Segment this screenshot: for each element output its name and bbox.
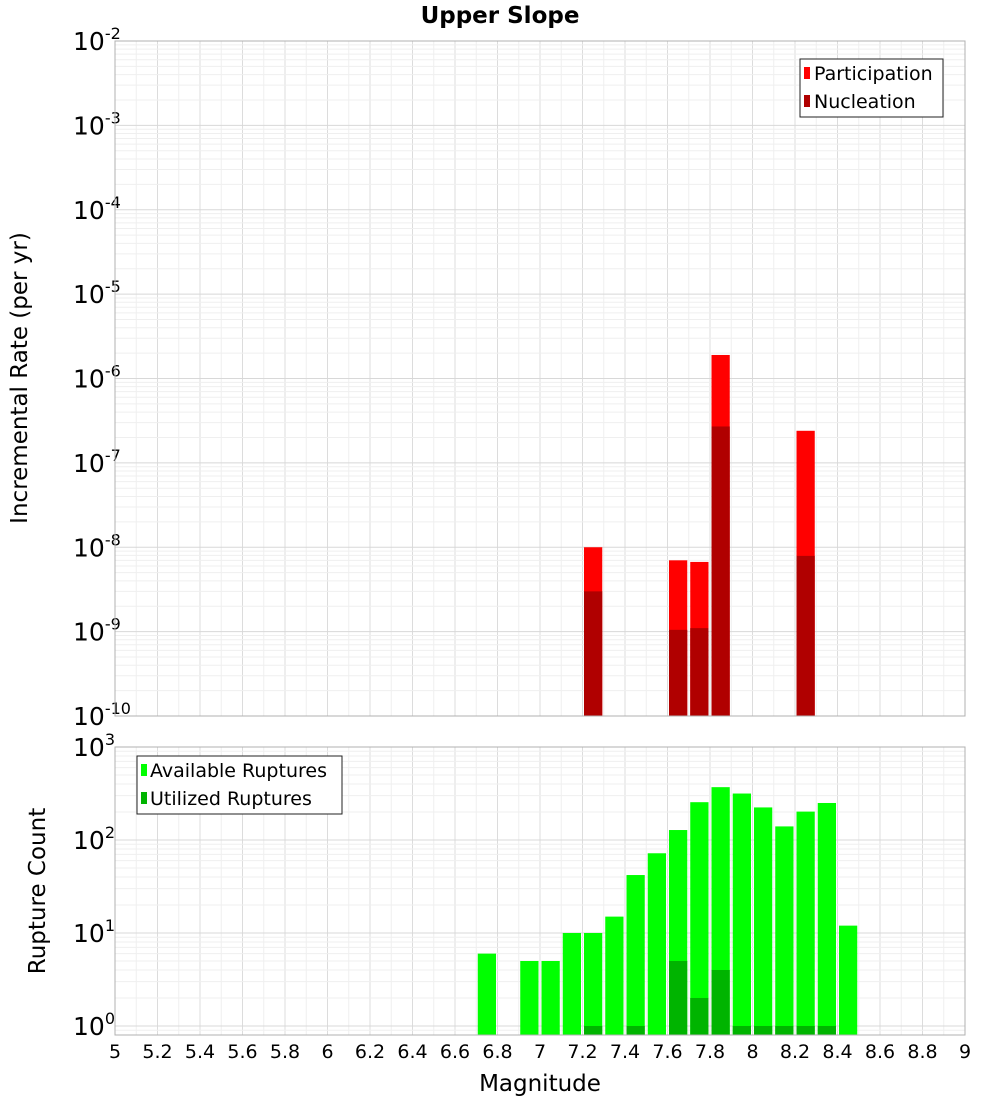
x-tick-label: 7.2	[567, 1041, 597, 1063]
x-tick-label: 6.6	[440, 1041, 470, 1063]
bar-utilized-ruptures	[732, 1025, 751, 1035]
bar-utilized-ruptures	[690, 997, 709, 1035]
top-y-tick-labels: 10-10 10-9 10-8 10-7 10-6 10-5 10-4 10-3 10-2	[73, 24, 131, 731]
bottom-legend-box	[136, 755, 343, 815]
bar-available-ruptures	[732, 793, 751, 1035]
bar-utilized-ruptures	[584, 1025, 603, 1035]
bar-available-ruptures	[796, 811, 815, 1035]
top-plot-border	[114, 40, 966, 717]
bar-available-ruptures	[605, 916, 624, 1035]
legend-swatch-available	[141, 764, 147, 776]
x-tick-label: 7.8	[695, 1041, 725, 1063]
bar-utilized-ruptures	[626, 1025, 645, 1035]
y-tick-label: 10-9	[73, 615, 121, 647]
legend-swatch-nucleation	[804, 95, 810, 107]
bottom-plot-border	[114, 746, 966, 1036]
bar-available-ruptures	[584, 932, 603, 1035]
y-tick-label: 10-2	[73, 24, 121, 56]
legend-swatch-utilized	[141, 792, 147, 804]
y-tick-label: 102	[73, 823, 115, 855]
y-tick-label: 10-10	[73, 699, 131, 731]
bottom-y-axis-label: Rupture Count	[25, 808, 51, 974]
legend-label-available: Available Ruptures	[150, 760, 327, 782]
bar-available-ruptures	[541, 960, 560, 1035]
bar-available-ruptures	[754, 807, 773, 1035]
y-tick-label: 10-8	[73, 530, 121, 562]
x-tick-label: 5.2	[142, 1041, 172, 1063]
top-legend: Participation Nucleation	[799, 58, 944, 118]
x-tick-label: 6	[321, 1041, 333, 1063]
top-grid	[114, 40, 966, 717]
bar-available-ruptures	[690, 802, 709, 1035]
bar-utilized-ruptures	[711, 969, 730, 1035]
bar-available-ruptures	[477, 953, 496, 1035]
bar-utilized-ruptures	[754, 1025, 773, 1035]
bar-available-ruptures	[562, 932, 581, 1035]
x-tick-label: 8.6	[865, 1041, 895, 1063]
x-tick-label: 6.2	[355, 1041, 385, 1063]
y-tick-label: 10-6	[73, 362, 121, 394]
y-tick-label: 101	[73, 916, 115, 948]
bar-nucleation	[796, 555, 815, 716]
bar-available-ruptures	[647, 853, 666, 1035]
bar-available-ruptures	[775, 826, 794, 1035]
bar-available-ruptures	[817, 802, 836, 1035]
x-tick-label: 8.2	[780, 1041, 810, 1063]
x-tick-label: 5.6	[227, 1041, 257, 1063]
x-tick-label: 8.4	[822, 1041, 852, 1063]
bottom-legend: Available Ruptures Utilized Ruptures	[136, 755, 343, 815]
top-panel: 10-10 10-9 10-8 10-7 10-6 10-5 10-4 10-3 10-2 In…	[7, 24, 966, 731]
legend-label-utilized: Utilized Ruptures	[150, 788, 312, 810]
legend-swatch-participation	[804, 67, 810, 79]
top-bars	[584, 354, 815, 716]
x-tick-label: 5.8	[270, 1041, 300, 1063]
legend-label-nucleation: Nucleation	[814, 91, 916, 113]
y-tick-label: 103	[73, 730, 115, 762]
y-tick-label: 10-3	[73, 108, 121, 140]
y-tick-label: 10-4	[73, 193, 121, 225]
x-tick-label: 6.4	[397, 1041, 427, 1063]
top-legend-box	[799, 58, 944, 118]
x-tick-label: 7	[534, 1041, 546, 1063]
x-tick-label: 5	[109, 1041, 121, 1063]
bottom-y-tick-labels: 100 101 102 103	[73, 730, 115, 1041]
bar-nucleation	[711, 426, 730, 716]
top-y-axis-label: Incremental Rate (per yr)	[7, 232, 33, 524]
y-tick-label: 10-7	[73, 446, 121, 478]
bar-utilized-ruptures	[669, 960, 688, 1035]
bottom-bars	[477, 787, 858, 1035]
y-tick-label: 10-5	[73, 277, 121, 309]
bar-nucleation	[584, 591, 603, 716]
chart-title: Upper Slope	[421, 3, 580, 29]
x-tick-label: 7.4	[610, 1041, 640, 1063]
x-tick-label: 5.4	[185, 1041, 215, 1063]
x-tick-label: 8	[746, 1041, 758, 1063]
bar-available-ruptures	[520, 960, 539, 1035]
bar-available-ruptures	[839, 925, 858, 1035]
x-tick-label: 6.8	[482, 1041, 512, 1063]
bar-nucleation	[669, 629, 688, 716]
bar-utilized-ruptures	[817, 1025, 836, 1035]
x-tick-label: 8.8	[907, 1041, 937, 1063]
y-tick-label: 100	[73, 1009, 115, 1041]
bar-nucleation	[690, 628, 709, 716]
x-tick-labels: 5 5.2 5.4 5.6 5.8 6 6.2 6.4 6.6 6.8 7 7.2 7.4 7.6 7.8 8…	[109, 1041, 971, 1063]
bottom-panel: 100 101 102 103 5 5.2 5.4 5.6 5.8 6 6.2 6.4 6.6 6.8 7…	[25, 730, 971, 1097]
bar-utilized-ruptures	[796, 1025, 815, 1035]
legend-label-participation: Participation	[814, 63, 933, 85]
x-tick-label: 9	[959, 1041, 971, 1063]
bar-available-ruptures	[626, 875, 645, 1035]
bar-utilized-ruptures	[775, 1025, 794, 1035]
x-tick-label: 7.6	[652, 1041, 682, 1063]
x-axis-label: Magnitude	[479, 1071, 601, 1097]
